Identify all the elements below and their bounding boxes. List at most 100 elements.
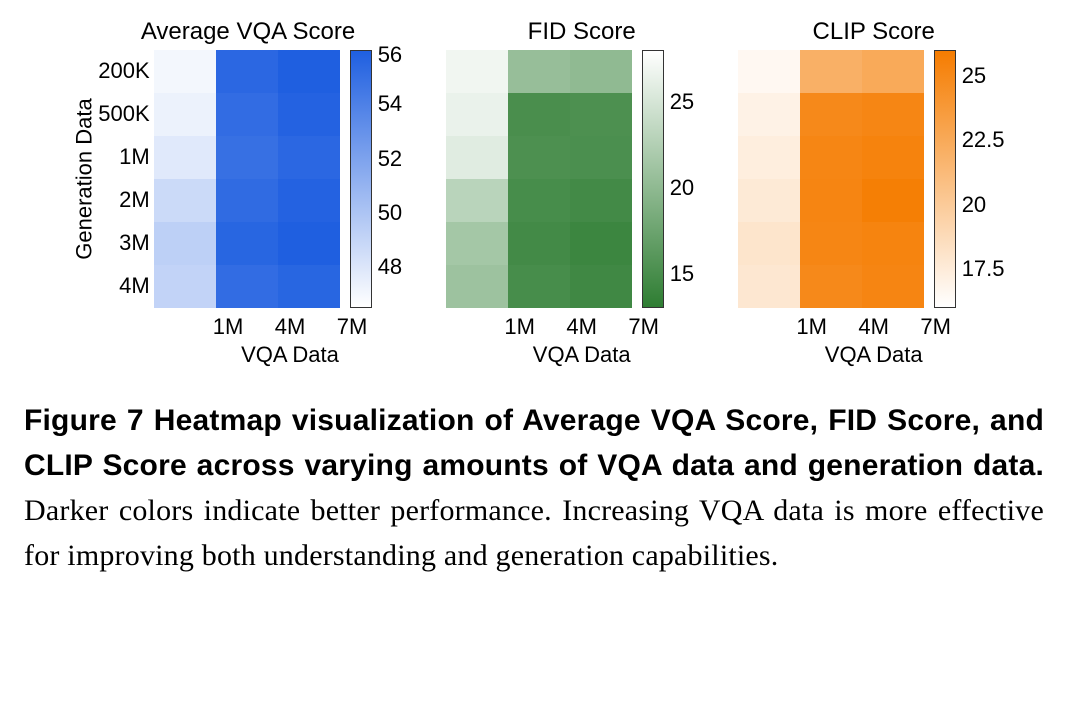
heatmap-cell xyxy=(862,265,924,308)
heatmap-cell xyxy=(738,50,800,93)
ytick: 4M xyxy=(119,265,150,308)
xtick: 7M xyxy=(628,314,659,340)
plot-area: 25 22.5 20 17.5 xyxy=(738,50,1010,308)
heatmap-cell xyxy=(154,222,216,265)
colorbar xyxy=(642,50,664,308)
xtick: 1M xyxy=(504,314,535,340)
heatmap-cell xyxy=(446,93,508,136)
xtick: 1M xyxy=(213,314,244,340)
ytick: 1M xyxy=(119,136,150,179)
ytick: 3M xyxy=(119,222,150,265)
heatmap-cell xyxy=(446,222,508,265)
xaxis-block: 1M 4M 7M VQA Data xyxy=(781,308,967,368)
xtick: 7M xyxy=(920,314,951,340)
heatmap-cell xyxy=(570,93,632,136)
ytick: 200K xyxy=(98,50,149,93)
heatmap-cell xyxy=(446,50,508,93)
panel-title: FID Score xyxy=(528,18,636,46)
heatmap-cell xyxy=(278,50,340,93)
heatmap-cell xyxy=(278,265,340,308)
heatmap-cell xyxy=(216,222,278,265)
heatmap-cell xyxy=(508,136,570,179)
panel-title: CLIP Score xyxy=(813,18,935,46)
heatmap-cell xyxy=(800,93,862,136)
colorbar-tick: 56 xyxy=(378,44,402,66)
heatmap-cell xyxy=(154,93,216,136)
xaxis-block: 1M 4M 7M VQA Data xyxy=(489,308,675,368)
heatmap-cell xyxy=(216,136,278,179)
heatmap-cell xyxy=(800,265,862,308)
heatmap-cell xyxy=(508,50,570,93)
heatmap-cell xyxy=(446,265,508,308)
colorbar xyxy=(350,50,372,308)
colorbar-ticks: 25 22.5 20 17.5 xyxy=(962,50,1010,308)
heatmap-cell xyxy=(800,179,862,222)
heatmap-cell xyxy=(154,265,216,308)
heatmap-cell xyxy=(800,222,862,265)
colorbar xyxy=(934,50,956,308)
heatmap-cell xyxy=(278,222,340,265)
heatmap-cell xyxy=(862,50,924,93)
heatmap-cell xyxy=(738,136,800,179)
heatmap-cell xyxy=(570,136,632,179)
heatmap-cell xyxy=(570,222,632,265)
ylabel: Generation Data xyxy=(71,98,97,259)
colorbar-tick: 20 xyxy=(670,177,694,199)
heatmap-cell xyxy=(154,50,216,93)
heatmap-cell xyxy=(862,179,924,222)
heatmap-cell xyxy=(446,136,508,179)
heatmap xyxy=(446,50,632,308)
heatmap-cell xyxy=(508,93,570,136)
heatmap-cell xyxy=(278,93,340,136)
colorbar-col: 5654525048 xyxy=(350,50,426,308)
heatmap-cell xyxy=(800,136,862,179)
heatmap-cell xyxy=(154,179,216,222)
caption-rest: Darker colors indicate better performanc… xyxy=(24,494,1044,572)
colorbar-tick: 15 xyxy=(670,263,694,285)
xtick: 7M xyxy=(337,314,368,340)
figure-caption: Figure 7 Heatmap visualization of Averag… xyxy=(24,398,1044,578)
colorbar-tick: 22.5 xyxy=(962,129,1005,151)
heatmap-cell xyxy=(862,136,924,179)
colorbar-tick: 54 xyxy=(378,93,402,115)
ytick: 2M xyxy=(119,179,150,222)
xticks: 1M 4M 7M xyxy=(781,314,967,340)
colorbar-ticks: 25 20 15 xyxy=(670,50,718,308)
heatmap-cell xyxy=(446,179,508,222)
xtick: 4M xyxy=(566,314,597,340)
xtick: 1M xyxy=(796,314,827,340)
xlabel: VQA Data xyxy=(533,342,631,368)
colorbar-col: 25 22.5 20 17.5 xyxy=(934,50,1010,308)
xlabel: VQA Data xyxy=(825,342,923,368)
heatmap-cell xyxy=(738,179,800,222)
xtick: 4M xyxy=(858,314,889,340)
heatmap-cell xyxy=(738,222,800,265)
heatmap-cell xyxy=(862,93,924,136)
colorbar-tick: 25 xyxy=(962,65,986,87)
heatmap-cell xyxy=(862,222,924,265)
colorbar-tick: 52 xyxy=(378,148,402,170)
panel-clip: CLIP Score 25 22.5 20 17.5 1M 4M 7M VQA Dat… xyxy=(738,18,1010,368)
colorbar-tick: 20 xyxy=(962,194,986,216)
ytick: 500K xyxy=(98,93,149,136)
heatmap-cell xyxy=(216,93,278,136)
heatmap-cell xyxy=(800,50,862,93)
colorbar-tick: 25 xyxy=(670,91,694,113)
colorbar-tick: 50 xyxy=(378,202,402,224)
figure-row: Average VQA Score Generation Data 200K 5… xyxy=(24,18,1056,368)
colorbar-col: 25 20 15 xyxy=(642,50,718,308)
panel-vqa: Average VQA Score Generation Data 200K 5… xyxy=(70,18,425,368)
yticks: 200K 500K 1M 2M 3M 4M xyxy=(98,50,153,308)
colorbar-ticks: 5654525048 xyxy=(378,50,426,308)
panel-title: Average VQA Score xyxy=(141,18,355,46)
heatmap-cell xyxy=(508,222,570,265)
heatmap-cell xyxy=(570,265,632,308)
heatmap-cell xyxy=(278,136,340,179)
xlabel: VQA Data xyxy=(241,342,339,368)
plot-area: Generation Data 200K 500K 1M 2M 3M 4M 56… xyxy=(70,50,425,308)
heatmap-cell xyxy=(508,179,570,222)
heatmap-cell xyxy=(570,179,632,222)
panel-fid: FID Score 25 20 15 1M 4M 7M VQA Data xyxy=(446,18,718,368)
heatmap-cell xyxy=(738,93,800,136)
colorbar-tick: 17.5 xyxy=(962,258,1005,280)
